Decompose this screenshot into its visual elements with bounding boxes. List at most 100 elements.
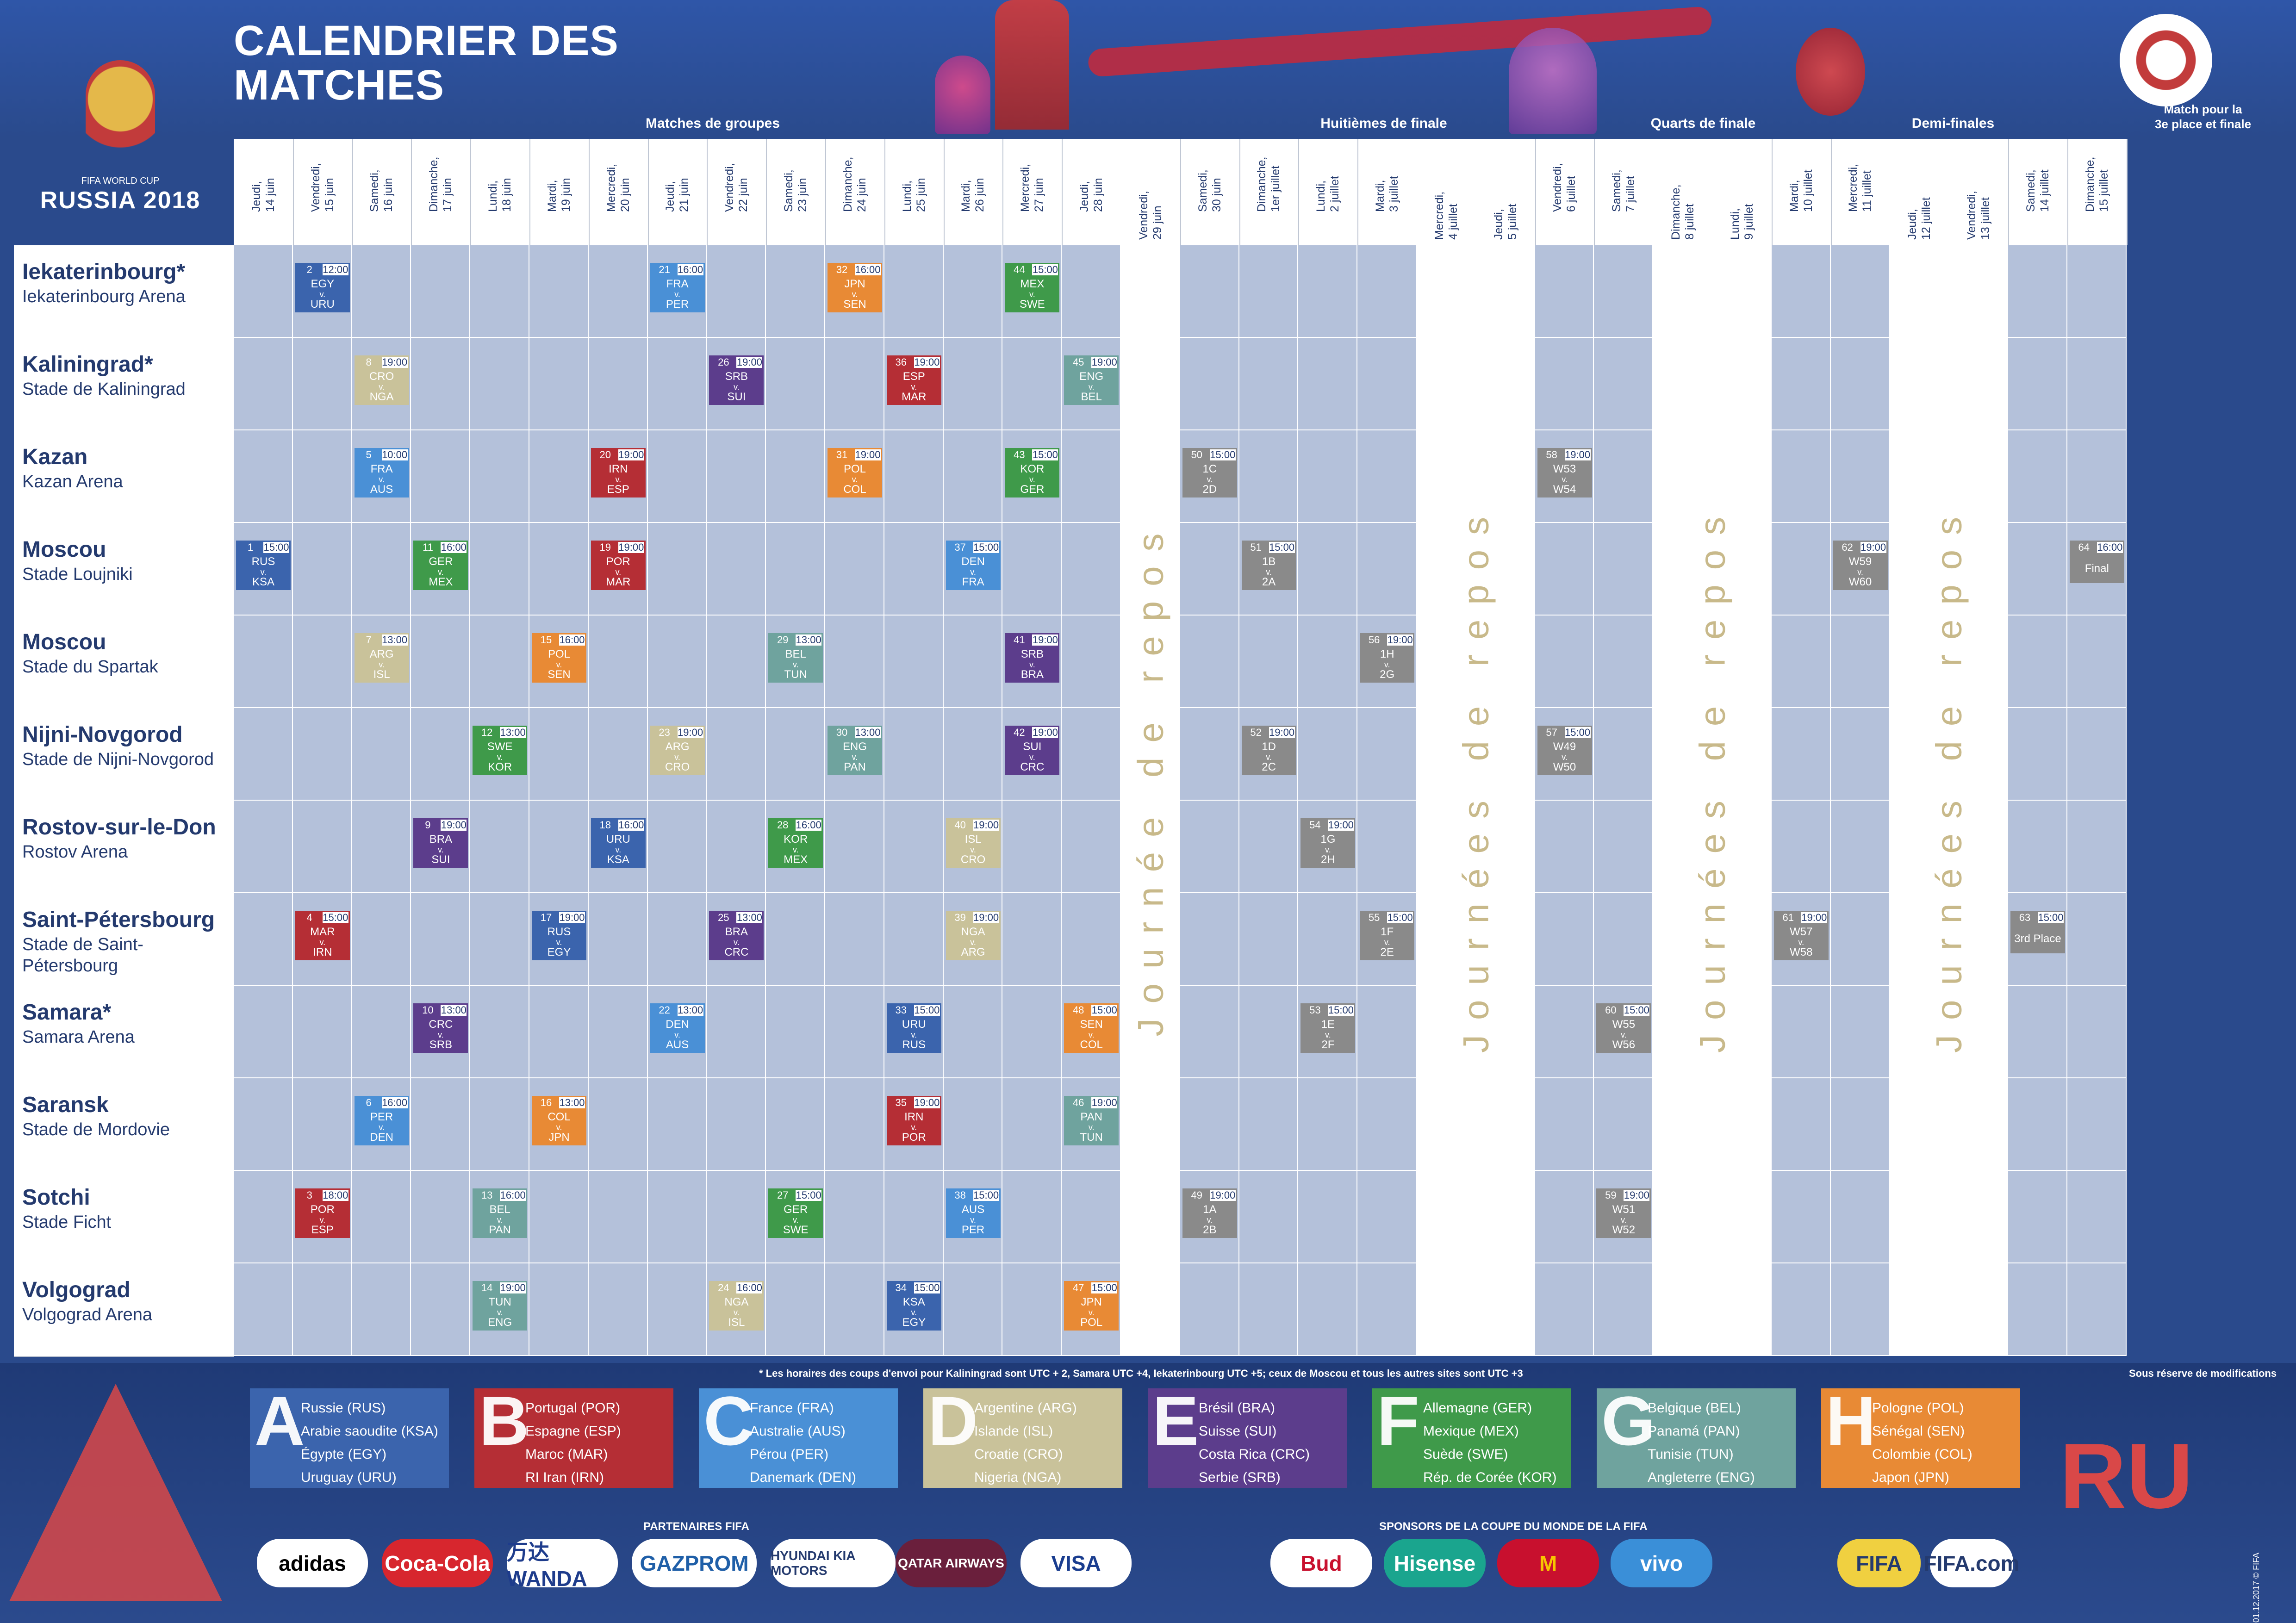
match-card[interactable]: 47 15:00 JPN v. POL [1064, 1281, 1119, 1331]
group-card-f: F Allemagne (GER) Mexique (MEX) Suède (SWE)… [1372, 1384, 1571, 1488]
match-card[interactable]: 5 10:00 FRA v. AUS [354, 448, 409, 497]
grid-cell [1180, 338, 1239, 430]
match-card[interactable]: 6 16:00 PER v. DEN [354, 1096, 409, 1145]
match-card[interactable]: 46 19:00 PAN v. TUN [1064, 1096, 1119, 1145]
match-time: 15:00 [2038, 912, 2064, 923]
grid-cell [1357, 1263, 1417, 1356]
match-card[interactable]: 27 15:00 GER v. SWE [768, 1188, 823, 1238]
match-card[interactable]: 4 15:00 MAR v. IRN [295, 911, 350, 960]
match-card[interactable]: 21 16:00 FRA v. PER [650, 263, 705, 312]
match-versus: v. [556, 1123, 562, 1132]
match-card[interactable]: 52 19:00 1D v. 2C [1241, 726, 1296, 775]
match-number: 25 [710, 912, 737, 923]
match-card[interactable]: 9 19:00 BRA v. SUI [413, 818, 468, 868]
match-card[interactable]: 2 12:00 EGY v. URU [295, 263, 350, 312]
match-card[interactable]: 8 19:00 CRO v. NGA [354, 355, 409, 405]
match-card[interactable]: 1 15:00 RUS v. KSA [236, 541, 291, 590]
match-card[interactable]: 55 15:00 1F v. 2E [1360, 911, 1415, 960]
match-card[interactable]: 40 19:00 ISL v. CRO [946, 818, 1001, 868]
grid-cell [1594, 1078, 1654, 1171]
match-card[interactable]: 34 15:00 KSA v. EGY [886, 1281, 941, 1331]
match-time: 19:00 [1565, 449, 1591, 460]
grid-cell [1357, 523, 1417, 616]
match-card[interactable]: 32 16:00 JPN v. SEN [828, 263, 882, 312]
match-card[interactable]: 18 16:00 URU v. KSA [591, 818, 646, 868]
match-card[interactable]: 17 19:00 RUS v. EGY [532, 911, 586, 960]
match-card[interactable]: 63 15:00 3rd Place [2010, 911, 2065, 953]
match-card[interactable]: 41 19:00 SRB v. BRA [1005, 633, 1060, 683]
match-card[interactable]: 44 15:00 MEX v. SWE [1005, 263, 1060, 312]
match-body: SUI v. CRC [1005, 740, 1060, 775]
match-card[interactable]: 23 19:00 ARG v. CRO [650, 726, 705, 775]
match-card[interactable]: 57 15:00 W49 v. W50 [1537, 726, 1592, 775]
group-teams: Pologne (POL) Sénégal (SEN) Colombie (COL)… [1872, 1397, 1972, 1489]
match-card[interactable]: 31 19:00 POL v. COL [828, 448, 882, 497]
venue-city: Kaliningrad* [22, 352, 153, 377]
match-card[interactable]: 12 13:00 SWE v. KOR [473, 726, 528, 775]
grid-cell [2067, 616, 2127, 708]
match-card[interactable]: 50 15:00 1C v. 2D [1182, 448, 1237, 497]
match-time: 19:00 [1269, 727, 1295, 738]
match-card[interactable]: 58 19:00 W53 v. W54 [1537, 448, 1592, 497]
match-card[interactable]: 20 19:00 IRN v. ESP [591, 448, 646, 497]
match-card[interactable]: 35 19:00 IRN v. POR [886, 1096, 941, 1145]
match-versus: v. [379, 1123, 385, 1132]
match-card[interactable]: 22 13:00 DEN v. AUS [650, 1003, 705, 1053]
match-card[interactable]: 7 13:00 ARG v. ISL [354, 633, 409, 683]
match-card[interactable]: 10 13:00 CRC v. SRB [413, 1003, 468, 1053]
match-card[interactable]: 28 16:00 KOR v. MEX [768, 818, 823, 868]
match-card[interactable]: 15 16:00 POL v. SEN [532, 633, 586, 683]
match-card[interactable]: 61 19:00 W57 v. W58 [1773, 911, 1829, 960]
match-card[interactable]: 14 19:00 TUN v. ENG [473, 1281, 528, 1331]
match-card[interactable]: 26 19:00 SRB v. SUI [709, 355, 764, 405]
match-card[interactable]: 19 19:00 POR v. MAR [591, 541, 646, 590]
match-card[interactable]: 36 19:00 ESP v. MAR [886, 355, 941, 405]
match-time: 19:00 [678, 727, 703, 738]
group-letter: D [928, 1382, 978, 1460]
match-card[interactable]: 56 19:00 1H v. 2G [1360, 633, 1415, 683]
match-card[interactable]: 59 19:00 W51 v. W52 [1596, 1188, 1651, 1238]
match-card[interactable]: 60 15:00 W55 v. W56 [1596, 1003, 1651, 1053]
match-card[interactable]: 45 19:00 ENG v. BEL [1064, 355, 1119, 405]
grid-cell [470, 893, 529, 986]
match-card[interactable]: 37 15:00 DEN v. FRA [946, 541, 1001, 590]
rest-day-column: Vendredi, 29 juin Journée de repos [1121, 139, 1180, 1356]
match-team-2: EGY [902, 1316, 926, 1329]
match-card[interactable]: 54 19:00 1G v. 2H [1300, 818, 1356, 868]
match-versus: v. [319, 938, 326, 947]
match-team-1: 1D [1262, 740, 1276, 753]
match-card[interactable]: 3 18:00 POR v. ESP [295, 1188, 350, 1238]
match-versus: v. [556, 938, 562, 947]
match-card[interactable]: 30 13:00 ENG v. PAN [828, 726, 882, 775]
match-card[interactable]: 33 15:00 URU v. RUS [886, 1003, 941, 1053]
match-card[interactable]: 16 13:00 COL v. JPN [532, 1096, 586, 1145]
grid-cell [2067, 801, 2127, 893]
grid-cell [766, 523, 825, 616]
grid-cell [1771, 986, 1831, 1078]
group-team: Croatie (CRO) [974, 1447, 1063, 1462]
match-card[interactable]: 62 19:00 W59 v. W60 [1833, 541, 1888, 590]
match-card[interactable]: 43 15:00 KOR v. GER [1005, 448, 1060, 497]
match-body: IRN v. POR [886, 1110, 941, 1145]
match-card[interactable]: 49 19:00 1A v. 2B [1182, 1188, 1237, 1238]
match-card[interactable]: 64 16:00 Final [2069, 541, 2124, 583]
match-card[interactable]: 42 19:00 SUI v. CRC [1005, 726, 1060, 775]
grid-cell [234, 616, 293, 708]
match-card[interactable]: 51 15:00 1B v. 2A [1241, 541, 1296, 590]
grid-cell [1062, 245, 1121, 338]
match-card[interactable]: 48 15:00 SEN v. COL [1064, 1003, 1119, 1053]
grid-cell [884, 893, 944, 986]
sponsor-logo: Bud [1270, 1539, 1372, 1587]
match-card[interactable]: 11 16:00 GER v. MEX [413, 541, 468, 590]
match-versus: v. [1621, 1030, 1627, 1039]
match-card[interactable]: 53 15:00 1E v. 2F [1300, 1003, 1356, 1053]
match-card[interactable]: 39 19:00 NGA v. ARG [946, 911, 1001, 960]
match-card[interactable]: 24 16:00 NGA v. ISL [709, 1281, 764, 1331]
grid-cell [1535, 616, 1594, 708]
match-card[interactable]: 25 13:00 BRA v. CRC [709, 911, 764, 960]
match-card[interactable]: 38 15:00 AUS v. PER [946, 1188, 1001, 1238]
grid-cell [529, 430, 589, 523]
match-team-2: MEX [784, 853, 808, 866]
match-card[interactable]: 29 13:00 BEL v. TUN [768, 633, 823, 683]
match-card[interactable]: 13 16:00 BEL v. PAN [473, 1188, 528, 1238]
